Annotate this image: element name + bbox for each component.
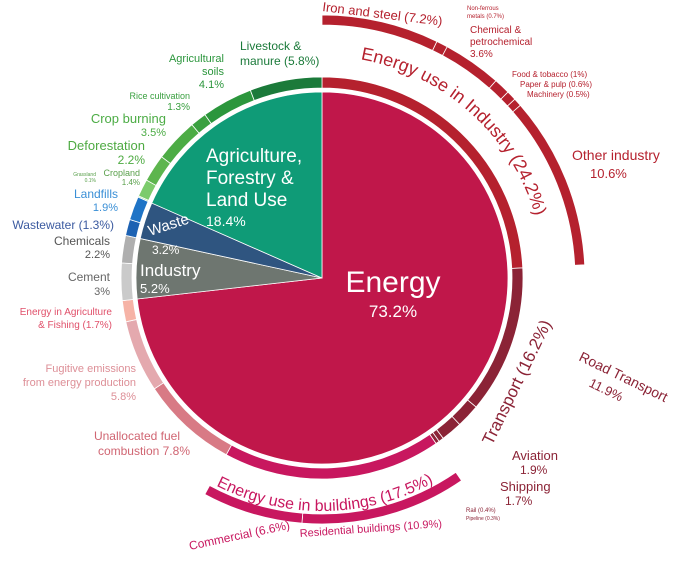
label-landfills-1: Landfills — [74, 187, 118, 201]
outer-segment-commercial — [204, 484, 304, 524]
label-rail: Rail (0.4%) — [466, 508, 496, 514]
label-chemicals-1: Chemicals — [54, 234, 110, 248]
label-landfills-2: 1.9% — [93, 202, 118, 214]
subsector-ring — [120, 76, 524, 480]
label-soils-1: Agricultural — [169, 53, 224, 65]
sector-pct-agri: 18.4% — [206, 213, 246, 229]
label-food: Food & tobacco (1%) — [512, 70, 587, 79]
label-cropburn-1: Crop burning — [91, 111, 166, 126]
label-defor-2: 2.2% — [118, 153, 146, 167]
ring-segment-cement — [120, 262, 134, 302]
sector-label-energy: Energy — [345, 266, 440, 299]
label-shipping-2: 1.7% — [505, 494, 533, 508]
pie-slice-energy — [136, 91, 509, 465]
label-fugitive-3: 5.8% — [111, 391, 136, 403]
label-livestock-1: Livestock & — [240, 39, 301, 53]
label-nonferrous-2: metals (0.7%) — [467, 14, 504, 20]
label-soils-3: 4.1% — [199, 79, 224, 91]
label-shipping-1: Shipping — [500, 479, 551, 494]
label-other-industry-2: 10.6% — [590, 166, 627, 181]
label-rice-2: 1.3% — [167, 102, 190, 113]
pie-sectors — [135, 91, 509, 465]
label-rice-1: Rice cultivation — [129, 91, 190, 101]
label-road-1: Road Transport — [577, 348, 671, 405]
label-soils-2: soils — [202, 66, 225, 78]
label-aviation-2: 1.9% — [520, 463, 548, 477]
label-agfish-1: Energy in Agriculture — [20, 307, 113, 318]
sector-label-agri-2: Forestry & — [206, 168, 294, 189]
sector-label-industry: Industry — [140, 261, 201, 280]
ring-segment-energy-in-agriculture-fishing — [121, 299, 138, 323]
label-fugitive-2: from energy production — [23, 377, 136, 389]
label-grassland-2: 0.1% — [85, 178, 97, 184]
label-cropland-1: Cropland — [103, 168, 140, 178]
label-agfish-2: & Fishing (1.7%) — [38, 320, 112, 331]
label-other-industry-1: Other industry — [572, 147, 660, 163]
sector-label-agri-1: Agriculture, — [206, 146, 302, 167]
sector-pct-energy: 73.2% — [369, 302, 417, 321]
outer-segment-other-industry — [512, 104, 586, 266]
label-livestock-2: manure (5.8%) — [240, 54, 319, 68]
label-nonferrous-1: Non-ferrous — [467, 6, 499, 12]
label-fugitive-1: Fugitive emissions — [46, 363, 137, 375]
label-chem-2: petrochemical — [470, 37, 532, 48]
label-unalloc-2: combustion 7.8% — [98, 444, 190, 458]
label-wastewater: Wastewater (1.3%) — [12, 218, 114, 232]
label-pipeline: Pipeline (0.3%) — [466, 516, 500, 522]
ring-segment-chemicals — [121, 234, 137, 265]
label-cement-1: Cement — [68, 270, 111, 284]
label-machinery: Machinery (0.5%) — [527, 90, 590, 99]
ring-segment-livestock-manure — [249, 76, 323, 101]
breakdown-ring — [204, 14, 586, 525]
label-chem-1: Chemical & — [470, 25, 521, 36]
sector-pct-waste: 3.2% — [152, 243, 180, 257]
label-unalloc-1: Unallocated fuel — [94, 429, 180, 443]
label-cropburn-2: 3.5% — [141, 127, 166, 139]
label-paper: Paper & pulp (0.6%) — [520, 80, 592, 89]
pie-slice-agriculture-forestry-land-use — [151, 91, 323, 279]
sector-pct-industry: 5.2% — [140, 281, 170, 296]
label-commercial: Commercial (6.6%) — [188, 518, 291, 553]
label-aviation-1: Aviation — [512, 448, 558, 463]
label-cropland-2: 1.4% — [122, 178, 140, 187]
label-cement-2: 3% — [94, 286, 110, 298]
label-defor-1: Deforestation — [68, 138, 145, 153]
label-chem-3: 3.6% — [470, 49, 493, 60]
label-chemicals-2: 2.2% — [85, 249, 110, 261]
sector-label-agri-3: Land Use — [206, 190, 287, 211]
label-grassland-1: Grassland — [73, 172, 96, 178]
